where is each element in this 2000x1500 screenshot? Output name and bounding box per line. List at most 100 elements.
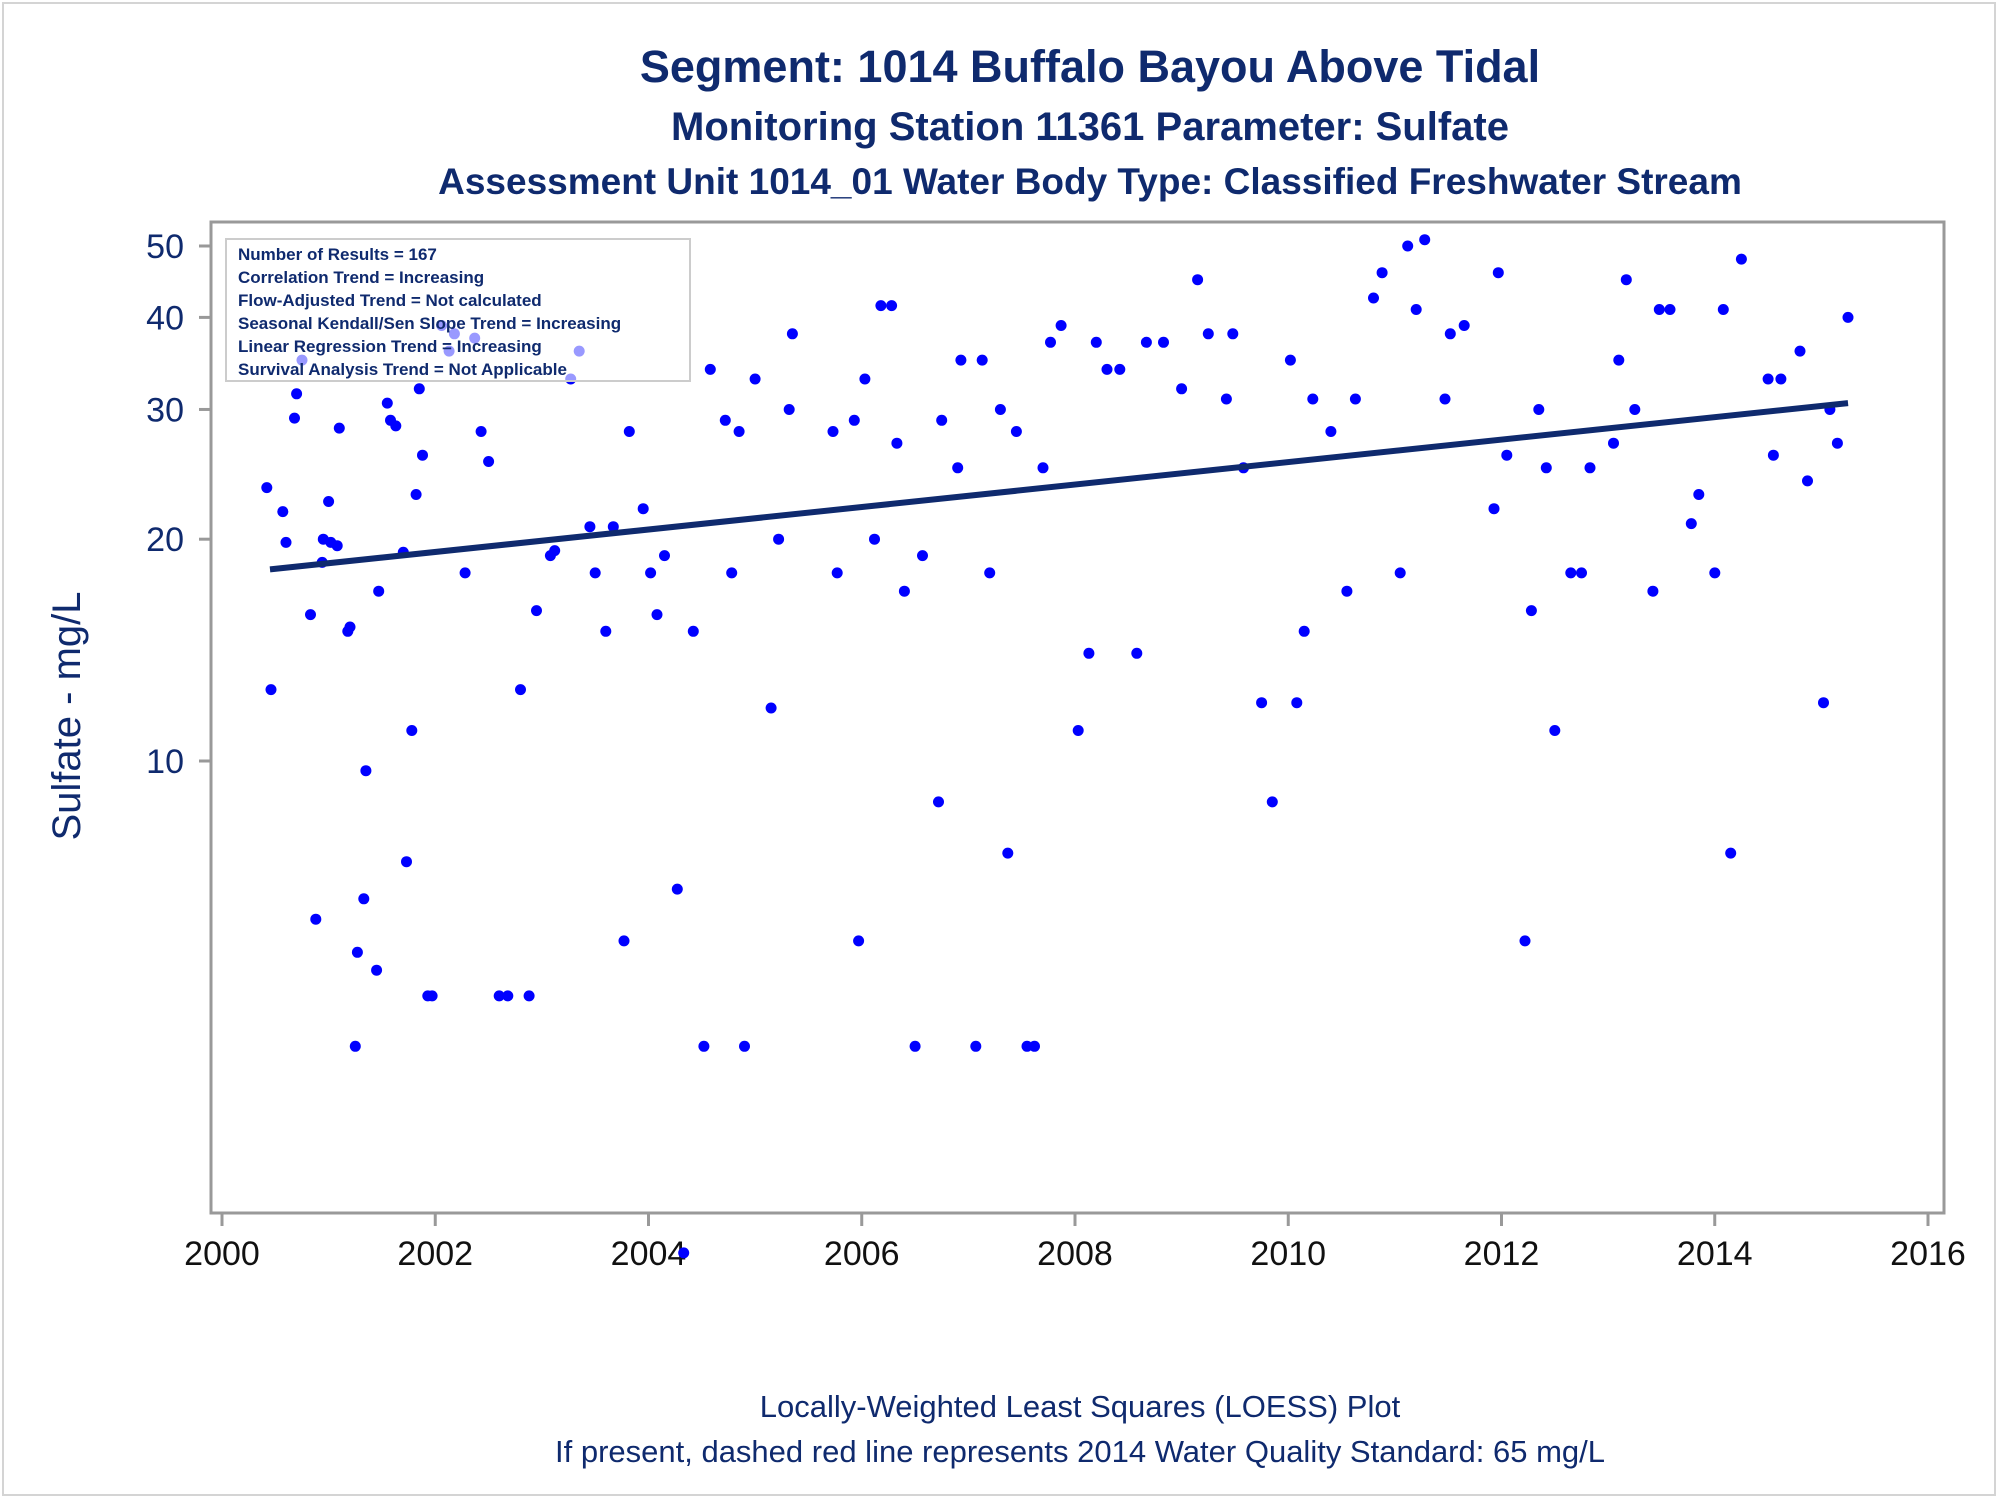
data-point [827,426,839,437]
data-point [310,913,322,925]
data-point [1101,363,1113,375]
data-point [1519,935,1531,947]
data-point [659,550,670,562]
plot-area [209,220,1946,1215]
data-point [1083,647,1095,659]
footnote-line1: Locally-Weighted Least Squares (LOESS) P… [760,1389,1401,1424]
data-point [955,354,967,366]
data-point [1767,449,1779,461]
y-tick-label: 40 [146,299,184,337]
data-point [618,935,630,947]
data-point [1220,393,1232,405]
data-point [1140,336,1152,348]
x-tick-label: 2004 [611,1235,687,1273]
data-point [360,765,372,777]
data-point [726,567,738,579]
x-tick-label: 2016 [1890,1235,1966,1273]
data-point [323,496,335,507]
data-point [936,414,948,426]
data-point [1620,274,1632,286]
data-point [1202,328,1214,340]
data-point [1131,647,1143,659]
x-tick-label: 2010 [1250,1235,1326,1273]
data-point [1664,304,1676,315]
data-point [917,550,928,562]
data-point [1376,267,1388,279]
data-point [1002,847,1014,859]
data-point [1794,345,1806,357]
data-point [401,856,412,868]
data-point [349,1040,361,1052]
data-point [1762,373,1774,385]
data-point [1055,320,1067,331]
data-point [1439,393,1451,405]
data-point [1114,363,1126,375]
data-point [891,437,903,449]
stats-line: Flow-Adjusted Trend = Not calculated [238,291,542,310]
data-point [459,567,471,579]
data-point [584,521,596,533]
data-point [773,533,785,545]
data-point [1735,253,1747,265]
data-point [875,300,887,312]
data-point [1029,1040,1040,1052]
trend-line [269,400,1849,573]
data-point [277,506,289,518]
data-point [426,990,438,1002]
data-point [623,426,635,437]
data-point [381,397,393,409]
chart-title-line3: Assessment Unit 1014_01 Water Body Type:… [438,161,1742,202]
data-point [994,404,1006,415]
data-point [933,796,944,808]
data-point [1629,404,1641,415]
data-point [549,545,561,557]
data-point [1533,404,1545,415]
data-point [1090,336,1102,348]
data-point [1458,320,1470,331]
data-point [853,935,865,947]
data-point [1818,697,1829,709]
data-point [265,684,277,696]
data-point [333,422,345,434]
data-point [1565,567,1577,579]
data-point [1725,847,1737,859]
x-tick-label: 2012 [1464,1235,1540,1273]
stats-legend-box: Number of Results = 167 Correlation Tren… [225,238,691,382]
data-point [1540,462,1552,474]
x-tick-label: 2008 [1037,1235,1113,1273]
footnote-line2: If present, dashed red line represents 2… [555,1434,1605,1469]
data-point [475,426,487,437]
data-point [678,1247,690,1259]
data-point [1010,426,1022,437]
data-point [1775,373,1787,385]
data-point [1501,449,1513,461]
data-point [698,1040,710,1052]
data-point [637,503,649,515]
y-tick-label: 30 [146,391,184,429]
data-point [344,621,356,633]
data-point [1368,292,1379,304]
data-point [1072,725,1084,736]
data-point [1576,567,1587,579]
data-point [1037,462,1049,474]
data-point [1802,475,1813,487]
data-point [1266,796,1278,808]
data-point [1192,274,1204,286]
data-point [976,354,988,366]
data-point [351,946,363,958]
data-point [1685,518,1697,530]
data-point [733,426,745,437]
data-point [1525,605,1537,617]
data-point [305,609,316,621]
data-point [848,414,860,426]
data-point [1831,437,1843,449]
data-point [1045,336,1056,348]
data-point [1419,234,1431,246]
data-point [783,404,795,415]
stats-line: Linear Regression Trend = Increasing [238,337,542,356]
data-point [765,702,777,714]
data-point [410,489,422,500]
data-point [1394,567,1406,579]
chart-title-line1: Segment: 1014 Buffalo Bayou Above Tidal [640,41,1540,92]
data-point [493,990,505,1002]
